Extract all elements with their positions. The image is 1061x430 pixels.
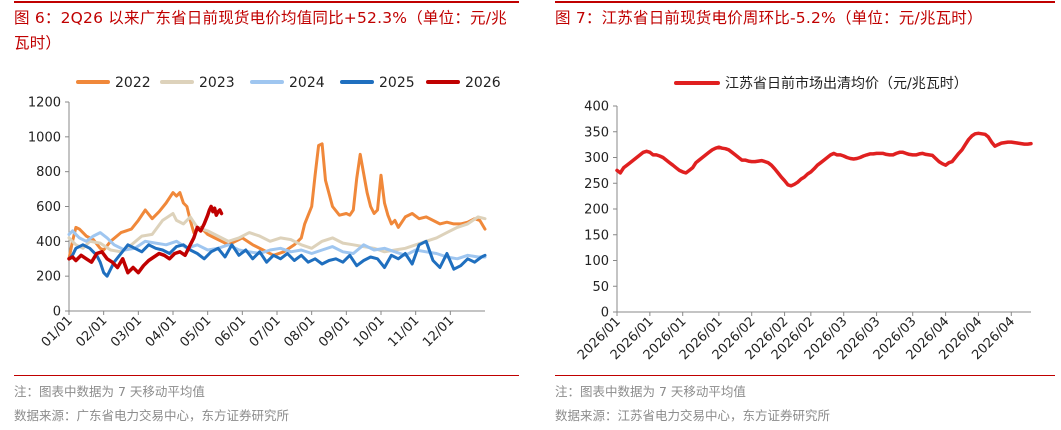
y-tick-label: 400 bbox=[584, 100, 609, 115]
y-tick-label: 200 bbox=[584, 203, 609, 218]
y-tick-label: 800 bbox=[36, 165, 61, 180]
left-chart-title: 图 6：2Q26 以来广东省日前现货电价均值同比+52.3%（单位：元/兆瓦时） bbox=[14, 9, 507, 52]
legend-label: 江苏省日前市场出清均价（元/兆瓦时） bbox=[725, 75, 968, 92]
x-tick-label: 03/01 bbox=[108, 313, 145, 350]
left-chart-note: 注：图表中数据为 7 天移动平均值 bbox=[14, 384, 205, 399]
x-tick-label: 11/01 bbox=[385, 313, 422, 350]
right-chart-svg: 0501001502002503003504002026/012026/0120… bbox=[575, 75, 1033, 363]
y-tick-label: 200 bbox=[36, 270, 61, 285]
x-tick-label: 08/01 bbox=[281, 313, 318, 350]
title-top-rule bbox=[14, 1, 519, 3]
x-tick-label: 07/01 bbox=[247, 313, 284, 350]
right-footer-rule bbox=[555, 375, 1055, 376]
right-chart-note: 注：图表中数据为 7 天移动平均值 bbox=[555, 384, 746, 399]
y-tick-label: 1200 bbox=[28, 96, 61, 111]
x-tick-label: 05/01 bbox=[177, 313, 214, 350]
right-chart-source: 数据来源：江苏省电力交易中心，东方证券研究所 bbox=[555, 408, 831, 423]
x-tick-label: 02/01 bbox=[73, 313, 110, 350]
left-footer-rule bbox=[14, 375, 519, 376]
y-tick-label: 600 bbox=[36, 200, 61, 215]
left-chart-svg: 02004006008001000120001/0102/0103/0104/0… bbox=[28, 75, 501, 350]
right-chart-panel: 图 7：江苏省日前现货电价周环比-5.2%（单位：元/兆瓦时） 0 50 100 15… bbox=[541, 0, 1061, 430]
series-line-2025 bbox=[67, 239, 487, 278]
series-line-2026 bbox=[67, 204, 224, 275]
legend-label: 2022 bbox=[115, 75, 151, 91]
legend-label: 2026 bbox=[465, 75, 501, 91]
x-tick-label: 06/01 bbox=[212, 313, 249, 350]
series-line-jiangsu-price bbox=[615, 131, 1033, 188]
series-line-2023 bbox=[67, 212, 487, 254]
legend-label: 2025 bbox=[379, 75, 415, 91]
x-tick-label: 04/01 bbox=[143, 313, 180, 350]
y-tick-label: 100 bbox=[584, 254, 609, 269]
right-chart-title: 图 7：江苏省日前现货电价周环比-5.2%（单位：元/兆瓦时） bbox=[555, 9, 983, 27]
left-chart-panel: 图 6：2Q26 以来广东省日前现货电价均值同比+52.3%（单位：元/兆瓦时）… bbox=[0, 0, 530, 430]
legend-label: 2024 bbox=[289, 75, 325, 91]
x-tick-label: 12/01 bbox=[420, 313, 457, 350]
left-chart-source: 数据来源：广东省电力交易中心，东方证券研究所 bbox=[14, 408, 290, 423]
y-tick-label: 1000 bbox=[28, 130, 61, 145]
y-tick-label: 350 bbox=[584, 125, 609, 140]
x-tick-label: 10/01 bbox=[351, 313, 388, 350]
y-tick-label: 0 bbox=[53, 305, 61, 320]
y-tick-label: 50 bbox=[592, 280, 609, 295]
legend-label: 2023 bbox=[199, 75, 235, 91]
y-tick-label: 0 bbox=[601, 306, 609, 321]
y-tick-label: 250 bbox=[584, 177, 609, 192]
y-tick-label: 300 bbox=[584, 151, 609, 166]
y-tick-label: 400 bbox=[36, 235, 61, 250]
title-top-rule bbox=[555, 1, 1055, 3]
y-tick-label: 150 bbox=[584, 228, 609, 243]
series-line-2024 bbox=[67, 229, 487, 261]
series-line-2022 bbox=[67, 142, 487, 261]
x-tick-label: 09/01 bbox=[316, 313, 353, 350]
